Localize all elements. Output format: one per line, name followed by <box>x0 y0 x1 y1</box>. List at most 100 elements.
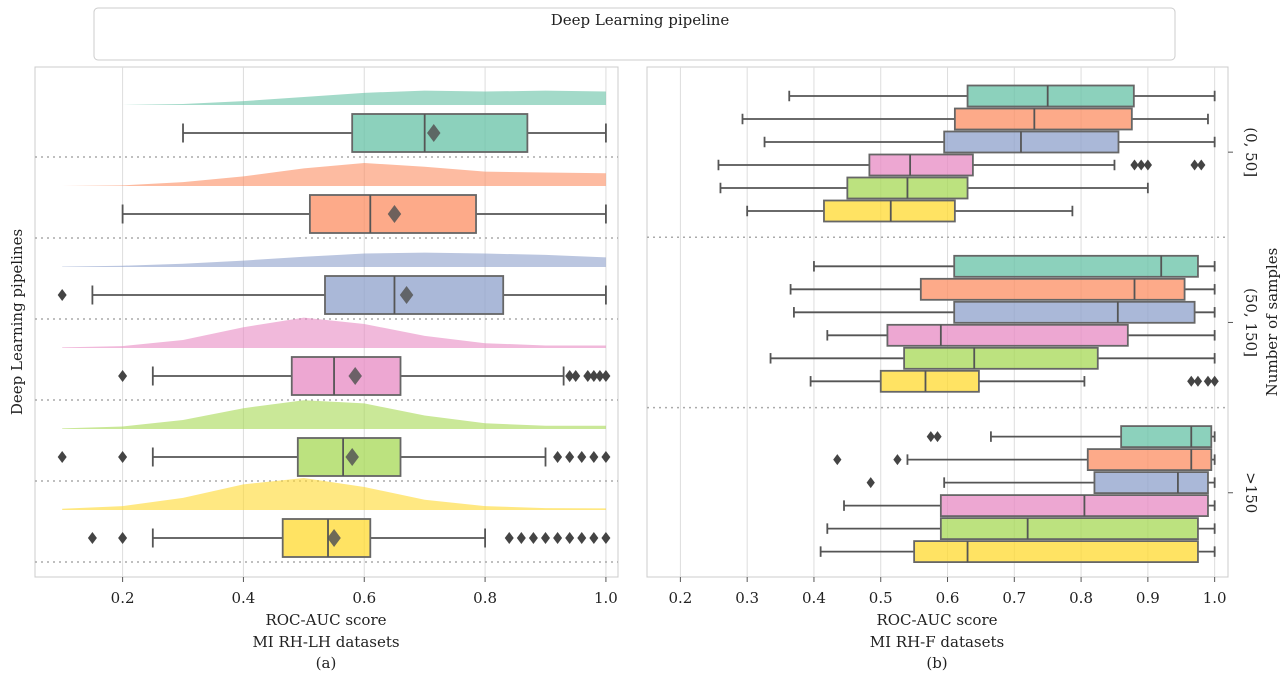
mean-marker <box>348 367 362 385</box>
mean-marker <box>426 124 441 142</box>
outlier <box>577 532 587 544</box>
outlier <box>601 532 611 544</box>
outlier <box>601 370 611 382</box>
group-label: (0, 50] <box>1242 127 1260 177</box>
outlier <box>1197 159 1206 171</box>
density <box>62 162 606 186</box>
box <box>966 84 1135 108</box>
box <box>953 254 1199 278</box>
outlier <box>1193 375 1203 387</box>
x-tick-label: 0.6 <box>352 589 376 607</box>
outlier <box>926 431 935 443</box>
x-tick-label: 1.0 <box>1203 589 1227 607</box>
x-axis-label: ROC-AUC score <box>876 611 997 629</box>
x-tick-label: 0.9 <box>1136 589 1160 607</box>
outlier <box>565 451 575 463</box>
outlier <box>565 370 575 382</box>
outlier <box>57 289 67 301</box>
x-tick-label: 0.8 <box>473 589 497 607</box>
outlier <box>1203 375 1213 387</box>
outlier <box>565 532 575 544</box>
x-tick-label: 0.8 <box>1069 589 1093 607</box>
caption: (b) <box>926 654 947 672</box>
box <box>1093 471 1209 495</box>
box <box>919 277 1186 301</box>
box <box>879 369 980 393</box>
outlier <box>893 454 902 466</box>
outlier <box>571 370 581 382</box>
outlier <box>1143 159 1152 171</box>
box <box>1086 448 1213 472</box>
outlier <box>1210 375 1219 387</box>
outlier <box>87 532 97 544</box>
outlier <box>553 532 563 544</box>
group-label: >150 <box>1242 472 1260 513</box>
mean-marker <box>345 448 359 466</box>
outlier <box>553 451 563 463</box>
mean-marker <box>327 529 341 547</box>
density <box>62 478 606 510</box>
outlier <box>583 370 593 382</box>
outlier <box>1190 159 1199 171</box>
box <box>903 346 1099 370</box>
box <box>868 153 974 177</box>
box <box>943 130 1120 154</box>
x-tick-label: 0.7 <box>1002 589 1026 607</box>
box <box>939 494 1209 518</box>
x-tick-label: 0.4 <box>232 589 256 607</box>
density <box>62 317 606 348</box>
x-tick-label: 0.3 <box>735 589 759 607</box>
x-tick-label: 0.6 <box>936 589 960 607</box>
outlier <box>118 532 128 544</box>
legend-title: Deep Learning pipeline <box>551 11 730 29</box>
density <box>62 400 606 429</box>
box <box>324 275 505 315</box>
x-tick-label: 1.0 <box>594 589 618 607</box>
box <box>953 107 1133 131</box>
x-tick-label: 0.4 <box>802 589 826 607</box>
outlier <box>516 532 526 544</box>
box <box>886 323 1129 347</box>
outlier <box>1130 159 1139 171</box>
outlier <box>933 431 942 443</box>
box <box>953 300 1196 324</box>
outlier <box>589 532 599 544</box>
outlier <box>1137 159 1146 171</box>
caption: (a) <box>316 654 337 672</box>
group-axis-label: Number of samples <box>1263 248 1281 397</box>
outlier <box>866 477 875 489</box>
outlier <box>541 532 551 544</box>
box <box>290 356 402 396</box>
box <box>913 540 1199 563</box>
outlier <box>601 451 611 463</box>
dataset-label: MI RH-LH datasets <box>252 633 399 651</box>
x-axis-label: ROC-AUC score <box>265 611 386 629</box>
mean-marker <box>387 205 402 223</box>
outlier <box>595 370 605 382</box>
density <box>62 252 606 267</box>
outlier <box>1187 375 1196 387</box>
density <box>62 90 606 105</box>
box <box>1120 425 1213 449</box>
outlier <box>833 454 842 466</box>
box <box>281 518 372 558</box>
outlier <box>589 451 599 463</box>
y-axis-label: Deep Learning pipelines <box>8 229 26 415</box>
outlier <box>589 370 599 382</box>
outlier <box>528 532 538 544</box>
dataset-label: MI RH-F datasets <box>870 633 1005 651</box>
outlier <box>118 451 128 463</box>
box <box>308 194 477 234</box>
outlier <box>118 370 128 382</box>
x-tick-label: 0.2 <box>111 589 135 607</box>
box <box>823 199 956 223</box>
outlier <box>504 532 514 544</box>
x-tick-label: 0.2 <box>668 589 692 607</box>
x-tick-label: 0.5 <box>869 589 893 607</box>
outlier <box>577 451 587 463</box>
legend-frame <box>93 7 1176 61</box>
mean-marker <box>399 286 414 304</box>
outlier <box>57 451 67 463</box>
group-label: (50, 150] <box>1242 288 1260 357</box>
